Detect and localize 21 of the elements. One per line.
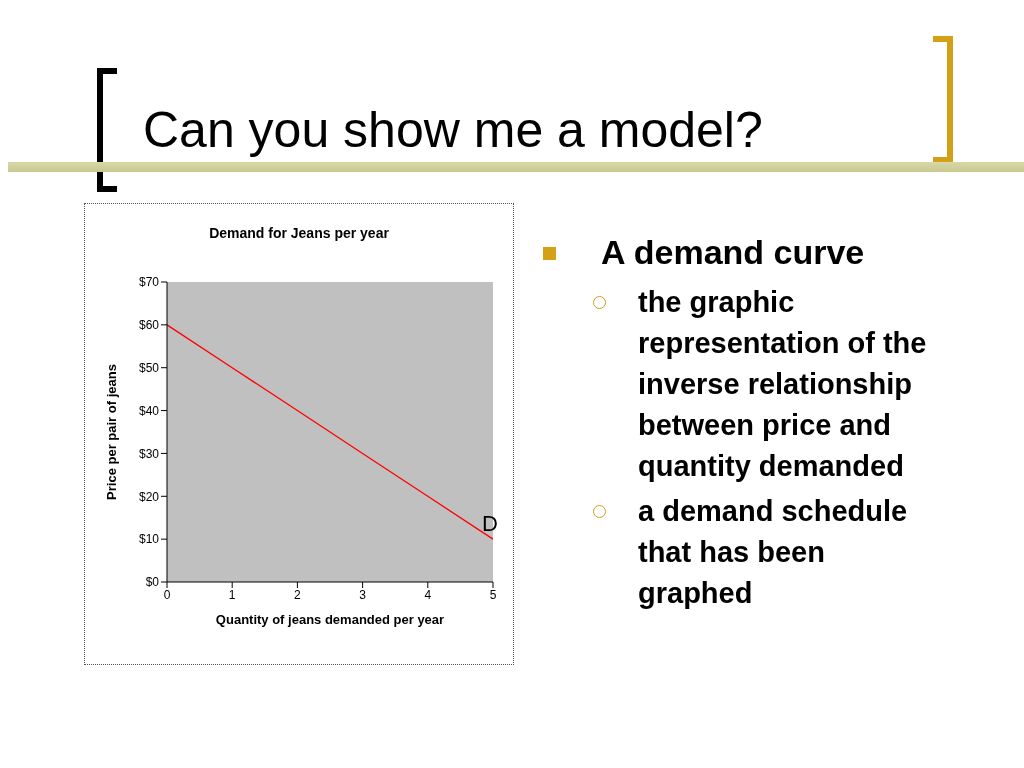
annotation: D bbox=[482, 511, 498, 537]
text: A demand curve bbox=[600, 232, 866, 273]
x-tick-label: 1 bbox=[228, 587, 236, 602]
text: a demand schedule that has been graphed bbox=[637, 494, 909, 611]
y-tick-label: $40 bbox=[138, 403, 160, 418]
y-tick-label: $60 bbox=[138, 318, 160, 333]
y-tick-label: $0 bbox=[145, 575, 160, 590]
y-axis-title: Price per pair of jeans bbox=[103, 364, 119, 500]
x-tick-label: 5 bbox=[489, 587, 497, 602]
y-tick-label: $30 bbox=[138, 446, 160, 461]
y-tick-label: $20 bbox=[138, 489, 160, 504]
text: Can you show me a model? bbox=[143, 101, 763, 160]
y-tick-label: $10 bbox=[138, 532, 160, 547]
x-tick-label: 0 bbox=[163, 587, 171, 602]
y-tick-label: $50 bbox=[138, 360, 160, 375]
x-tick-label: 4 bbox=[424, 587, 432, 602]
chart-title: Demand for Jeans per year bbox=[208, 225, 390, 241]
y-tick-label: $70 bbox=[138, 275, 160, 290]
x-tick-label: 2 bbox=[294, 587, 302, 602]
x-axis-title: Quantity of jeans demanded per year bbox=[215, 612, 445, 627]
x-tick-label: 3 bbox=[359, 587, 367, 602]
